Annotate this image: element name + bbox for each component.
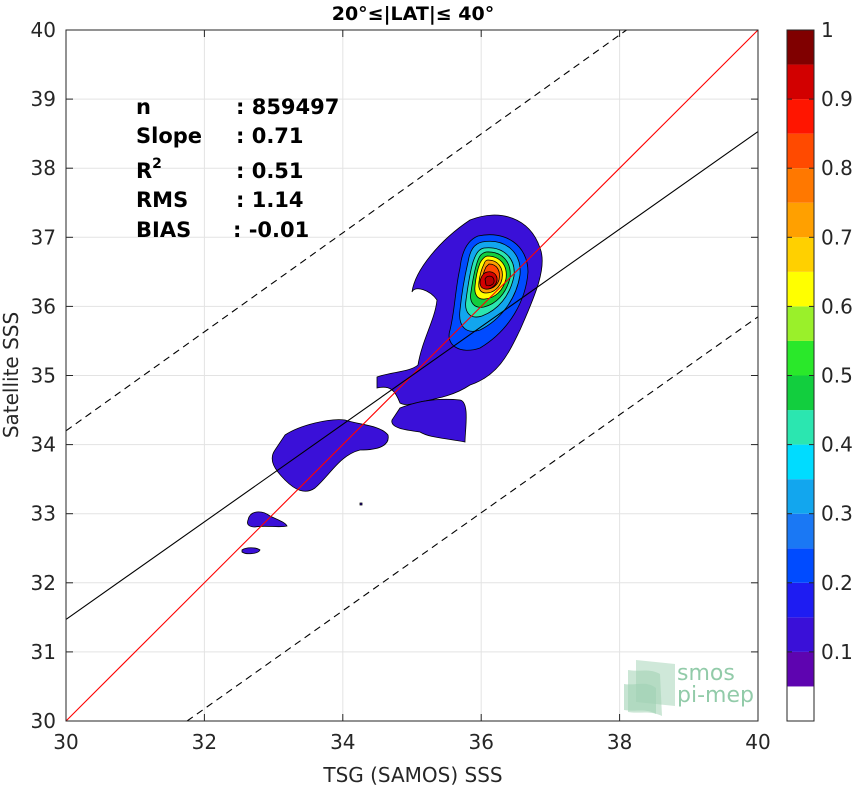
watermark-icon bbox=[624, 660, 675, 716]
colorbar-segment bbox=[787, 168, 814, 203]
stat-rms-label: RMS bbox=[136, 188, 188, 212]
watermark-line2: pi-mep bbox=[677, 683, 754, 708]
colorbar-segment bbox=[787, 513, 814, 549]
contour-lower-lobe bbox=[391, 398, 467, 443]
stat-n-label: n bbox=[136, 95, 151, 119]
colorbar-segment bbox=[787, 686, 814, 721]
x-axis-label: TSG (SAMOS) SSS bbox=[322, 763, 502, 787]
x-tick-label: 40 bbox=[745, 730, 770, 754]
stats-box: n : 859497 Slope : 0.71 R2 : 0.51 RMS : … bbox=[136, 95, 339, 242]
y-tick-label: 35 bbox=[31, 364, 56, 388]
upper-bound-line bbox=[65, 29, 627, 432]
colorbar-segment bbox=[787, 375, 814, 411]
stat-r2-value: : 0.51 bbox=[236, 159, 304, 183]
colorbar-tick-label: 0.5 bbox=[821, 364, 853, 388]
fit-line bbox=[65, 131, 759, 620]
colorbar-segment bbox=[787, 651, 814, 687]
y-tick-label: 38 bbox=[31, 156, 56, 180]
stat-n-value: : 859497 bbox=[236, 95, 339, 119]
y-tick-label: 40 bbox=[31, 18, 56, 42]
contour-dot bbox=[359, 502, 363, 506]
x-tick-label: 34 bbox=[330, 730, 355, 754]
colorbar-tick-label: 1 bbox=[821, 18, 834, 42]
chart-title: 20°≤|LAT|≤ 40° bbox=[332, 3, 495, 25]
watermark: smos pi-mep bbox=[624, 660, 754, 716]
x-tick-label: 38 bbox=[607, 730, 632, 754]
y-tick-label: 30 bbox=[31, 709, 56, 733]
colorbar-segment bbox=[787, 99, 814, 134]
colorbar-tick-label: 0.6 bbox=[821, 294, 853, 318]
colorbar-segment bbox=[787, 340, 814, 376]
watermark-line1: smos bbox=[677, 661, 735, 686]
contour-left-lobe bbox=[271, 419, 389, 492]
colorbar-tick-label: 0.2 bbox=[821, 571, 853, 595]
grid bbox=[66, 30, 758, 721]
colorbar-segment bbox=[787, 30, 814, 65]
y-tick-label: 34 bbox=[31, 433, 56, 457]
y-axis-label: Satellite SSS bbox=[0, 312, 23, 438]
colorbar-tick-label: 0.3 bbox=[821, 502, 853, 526]
colorbar-frame bbox=[786, 29, 815, 722]
x-tick-label: 30 bbox=[53, 730, 78, 754]
colorbar-segment bbox=[787, 202, 814, 238]
lower-bound-line bbox=[186, 316, 759, 722]
axis-ticks: 30 32 34 36 38 40 30 31 32 33 34 35 36 37 38 39 40 bbox=[31, 18, 771, 754]
stat-slope-label: Slope bbox=[136, 124, 202, 148]
stat-rms-value: : 1.14 bbox=[236, 188, 304, 212]
plot-area: 30 32 34 36 38 40 30 31 32 33 34 35 36 37 38 39 40 n : 8… bbox=[31, 18, 771, 754]
colorbar-segment bbox=[787, 306, 814, 341]
colorbar-tick-label: 0.7 bbox=[821, 225, 853, 249]
colorbar-tick-label: 0.9 bbox=[821, 87, 853, 111]
stat-bias-label: BIAS bbox=[136, 218, 191, 242]
reference-lines bbox=[65, 29, 759, 722]
stat-r2-base: R bbox=[136, 159, 152, 183]
x-tick-label: 32 bbox=[192, 730, 217, 754]
y-tick-label: 33 bbox=[31, 502, 56, 526]
colorbar-tick-label: 0.1 bbox=[821, 640, 853, 664]
colorbar-segment bbox=[787, 410, 814, 445]
stat-r2-label: R2 bbox=[136, 156, 162, 183]
colorbar-segment bbox=[787, 237, 814, 272]
colorbar-tick-label: 0.4 bbox=[821, 433, 853, 457]
density-contours bbox=[241, 214, 543, 555]
y-tick-label: 32 bbox=[31, 571, 56, 595]
contour-small-2 bbox=[241, 547, 261, 555]
y-tick-label: 39 bbox=[31, 87, 56, 111]
colorbar-segment bbox=[787, 617, 814, 652]
contour-level-10 bbox=[484, 275, 495, 287]
stat-slope-value: : 0.71 bbox=[236, 124, 304, 148]
y-tick-label: 31 bbox=[31, 640, 56, 664]
x-tick-label: 36 bbox=[468, 730, 493, 754]
y-tick-label: 37 bbox=[31, 225, 56, 249]
colorbar-segment bbox=[787, 479, 814, 514]
colorbar-segment bbox=[787, 64, 814, 100]
colorbar-segment bbox=[787, 133, 814, 169]
colorbar-segment bbox=[787, 548, 814, 583]
stat-bias-value: : -0.01 bbox=[233, 218, 309, 242]
colorbar: 0.1 0.2 0.3 0.4 0.5 0.6 0.7 0.8 0.9 1 bbox=[787, 18, 853, 721]
colorbar-segment bbox=[787, 444, 814, 480]
y-tick-label: 36 bbox=[31, 294, 56, 318]
colorbar-segment bbox=[787, 582, 814, 618]
colorbar-tick-label: 0.8 bbox=[821, 156, 853, 180]
colorbar-segment bbox=[787, 271, 814, 307]
stat-r2-sup: 2 bbox=[152, 156, 162, 172]
